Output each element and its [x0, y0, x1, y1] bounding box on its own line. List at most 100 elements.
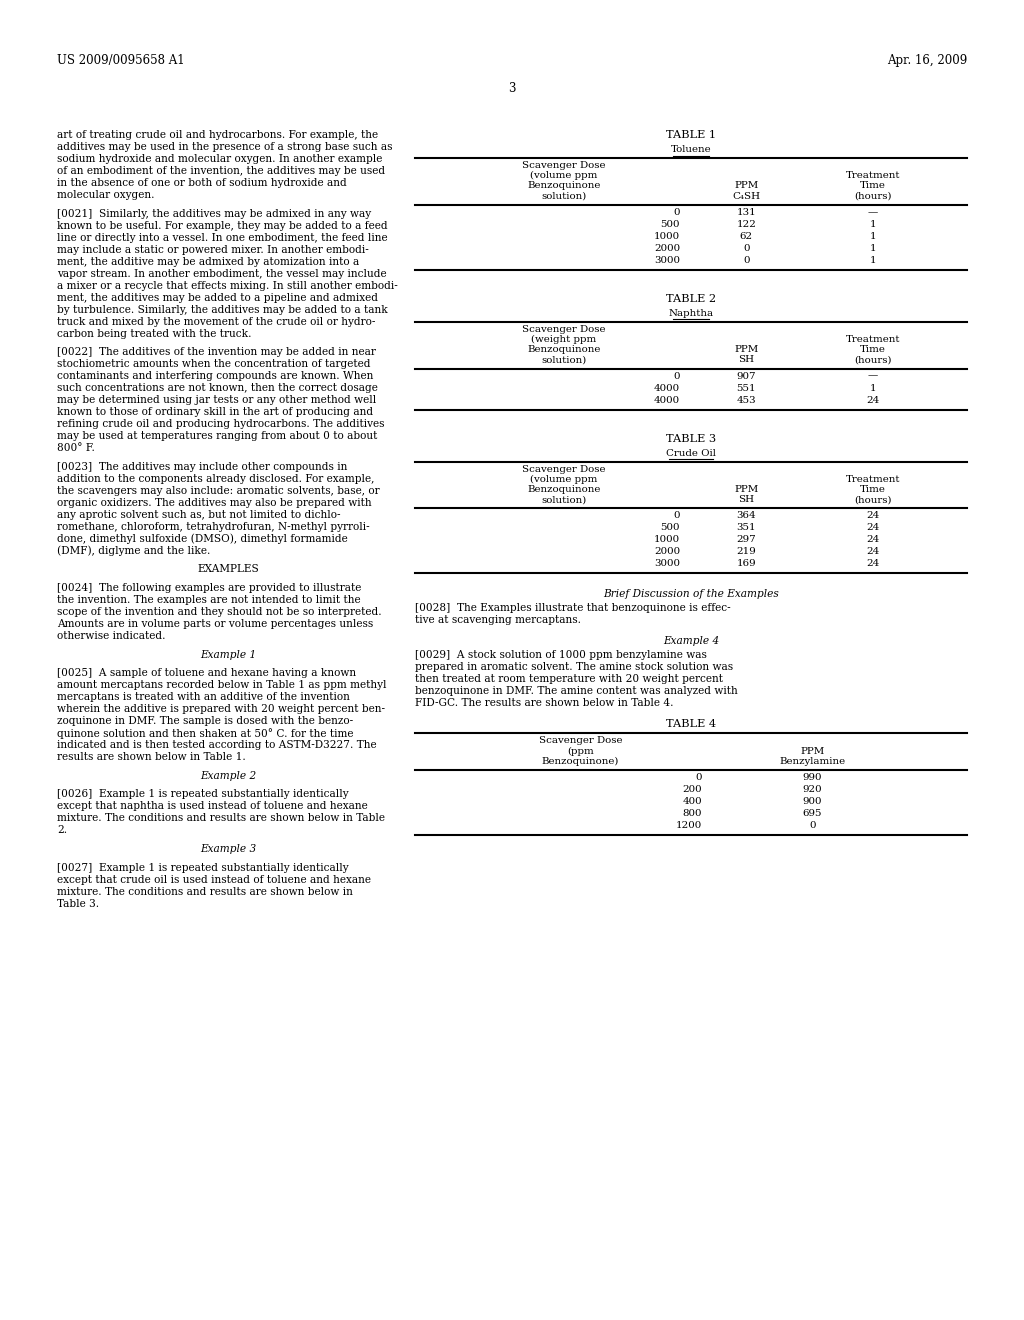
- Text: mercaptans is treated with an additive of the invention: mercaptans is treated with an additive o…: [57, 692, 350, 702]
- Text: the scavengers may also include: aromatic solvents, base, or: the scavengers may also include: aromati…: [57, 486, 380, 496]
- Text: —: —: [868, 372, 879, 380]
- Text: additives may be used in the presence of a strong base such as: additives may be used in the presence of…: [57, 143, 392, 152]
- Text: Treatment: Treatment: [846, 335, 900, 345]
- Text: 62: 62: [739, 232, 753, 240]
- Text: carbon being treated with the truck.: carbon being treated with the truck.: [57, 329, 252, 339]
- Text: Benzoquinone: Benzoquinone: [527, 484, 601, 494]
- Text: mixture. The conditions and results are shown below in Table: mixture. The conditions and results are …: [57, 813, 385, 824]
- Text: 24: 24: [866, 536, 880, 544]
- Text: 1200: 1200: [676, 821, 702, 830]
- Text: 0: 0: [743, 244, 750, 253]
- Text: Scavenger Dose: Scavenger Dose: [522, 465, 606, 474]
- Text: may include a static or powered mixer. In another embodi-: may include a static or powered mixer. I…: [57, 244, 369, 255]
- Text: Amounts are in volume parts or volume percentages unless: Amounts are in volume parts or volume pe…: [57, 619, 374, 630]
- Text: 297: 297: [736, 536, 756, 544]
- Text: 3000: 3000: [654, 560, 680, 569]
- Text: solution): solution): [542, 495, 587, 504]
- Text: US 2009/0095658 A1: US 2009/0095658 A1: [57, 54, 184, 67]
- Text: 2000: 2000: [654, 244, 680, 253]
- Text: (DMF), diglyme and the like.: (DMF), diglyme and the like.: [57, 545, 210, 556]
- Text: 3000: 3000: [654, 256, 680, 265]
- Text: TABLE 1: TABLE 1: [666, 129, 716, 140]
- Text: —: —: [868, 207, 879, 216]
- Text: solution): solution): [542, 191, 587, 201]
- Text: Example 4: Example 4: [663, 636, 719, 645]
- Text: 800° F.: 800° F.: [57, 444, 95, 453]
- Text: molecular oxygen.: molecular oxygen.: [57, 190, 155, 201]
- Text: PPM: PPM: [801, 747, 824, 755]
- Text: art of treating crude oil and hydrocarbons. For example, the: art of treating crude oil and hydrocarbo…: [57, 129, 378, 140]
- Text: [0024]  The following examples are provided to illustrate: [0024] The following examples are provid…: [57, 583, 361, 593]
- Text: 2000: 2000: [654, 548, 680, 557]
- Text: SH: SH: [738, 495, 755, 504]
- Text: TABLE 2: TABLE 2: [666, 294, 716, 304]
- Text: SH: SH: [738, 355, 755, 364]
- Text: solution): solution): [542, 355, 587, 364]
- Text: 24: 24: [866, 548, 880, 557]
- Text: 24: 24: [866, 396, 880, 405]
- Text: 131: 131: [736, 207, 756, 216]
- Text: 1: 1: [869, 256, 877, 265]
- Text: 990: 990: [803, 774, 822, 781]
- Text: 122: 122: [736, 220, 756, 228]
- Text: PPM: PPM: [734, 346, 759, 354]
- Text: vapor stream. In another embodiment, the vessel may include: vapor stream. In another embodiment, the…: [57, 268, 387, 279]
- Text: 900: 900: [803, 797, 822, 807]
- Text: (volume ppm: (volume ppm: [530, 172, 598, 181]
- Text: 1000: 1000: [654, 536, 680, 544]
- Text: 500: 500: [660, 220, 680, 228]
- Text: 1: 1: [869, 232, 877, 240]
- Text: FID-GC. The results are shown below in Table 4.: FID-GC. The results are shown below in T…: [415, 698, 674, 708]
- Text: results are shown below in Table 1.: results are shown below in Table 1.: [57, 752, 246, 762]
- Text: 0: 0: [674, 372, 680, 380]
- Text: Benzoquinone: Benzoquinone: [527, 346, 601, 354]
- Text: 24: 24: [866, 511, 880, 520]
- Text: [0029]  A stock solution of 1000 ppm benzylamine was: [0029] A stock solution of 1000 ppm benz…: [415, 649, 707, 660]
- Text: Toluene: Toluene: [671, 145, 712, 154]
- Text: except that crude oil is used instead of toluene and hexane: except that crude oil is used instead of…: [57, 875, 371, 884]
- Text: 551: 551: [736, 384, 756, 392]
- Text: 4000: 4000: [654, 384, 680, 392]
- Text: known to be useful. For example, they may be added to a feed: known to be useful. For example, they ma…: [57, 220, 388, 231]
- Text: such concentrations are not known, then the correct dosage: such concentrations are not known, then …: [57, 383, 378, 393]
- Text: Naphtha: Naphtha: [669, 309, 714, 318]
- Text: amount mercaptans recorded below in Table 1 as ppm methyl: amount mercaptans recorded below in Tabl…: [57, 680, 386, 690]
- Text: 351: 351: [736, 524, 756, 532]
- Text: 0: 0: [695, 774, 702, 781]
- Text: the invention. The examples are not intended to limit the: the invention. The examples are not inte…: [57, 595, 360, 605]
- Text: 4000: 4000: [654, 396, 680, 405]
- Text: TABLE 4: TABLE 4: [666, 719, 716, 730]
- Text: 453: 453: [736, 396, 756, 405]
- Text: 1: 1: [869, 384, 877, 392]
- Text: Scavenger Dose: Scavenger Dose: [522, 161, 606, 170]
- Text: [0026]  Example 1 is repeated substantially identically: [0026] Example 1 is repeated substantial…: [57, 789, 348, 800]
- Text: line or directly into a vessel. In one embodiment, the feed line: line or directly into a vessel. In one e…: [57, 232, 388, 243]
- Text: organic oxidizers. The additives may also be prepared with: organic oxidizers. The additives may als…: [57, 498, 372, 508]
- Text: (hours): (hours): [854, 191, 892, 201]
- Text: Brief Discussion of the Examples: Brief Discussion of the Examples: [603, 590, 779, 599]
- Text: 169: 169: [736, 560, 756, 569]
- Text: Table 3.: Table 3.: [57, 899, 99, 908]
- Text: 24: 24: [866, 560, 880, 569]
- Text: 400: 400: [682, 797, 702, 807]
- Text: 1: 1: [869, 220, 877, 228]
- Text: prepared in aromatic solvent. The amine stock solution was: prepared in aromatic solvent. The amine …: [415, 661, 733, 672]
- Text: ment, the additives may be added to a pipeline and admixed: ment, the additives may be added to a pi…: [57, 293, 378, 302]
- Text: mixture. The conditions and results are shown below in: mixture. The conditions and results are …: [57, 887, 353, 896]
- Text: sodium hydroxide and molecular oxygen. In another example: sodium hydroxide and molecular oxygen. I…: [57, 154, 382, 164]
- Text: tive at scavenging mercaptans.: tive at scavenging mercaptans.: [415, 615, 581, 626]
- Text: Example 1: Example 1: [201, 649, 257, 660]
- Text: stochiometric amounts when the concentration of targeted: stochiometric amounts when the concentra…: [57, 359, 371, 370]
- Text: (volume ppm: (volume ppm: [530, 475, 598, 484]
- Text: 920: 920: [803, 785, 822, 795]
- Text: Time: Time: [860, 181, 886, 190]
- Text: 364: 364: [736, 511, 756, 520]
- Text: Benzylamine: Benzylamine: [779, 756, 846, 766]
- Text: 0: 0: [674, 207, 680, 216]
- Text: in the absence of one or both of sodium hydroxide and: in the absence of one or both of sodium …: [57, 178, 347, 187]
- Text: (ppm: (ppm: [567, 747, 594, 756]
- Text: quinone solution and then shaken at 50° C. for the time: quinone solution and then shaken at 50° …: [57, 729, 353, 739]
- Text: may be determined using jar tests or any other method well: may be determined using jar tests or any…: [57, 395, 376, 405]
- Text: Time: Time: [860, 346, 886, 354]
- Text: romethane, chloroform, tetrahydrofuran, N-methyl pyrroli-: romethane, chloroform, tetrahydrofuran, …: [57, 521, 370, 532]
